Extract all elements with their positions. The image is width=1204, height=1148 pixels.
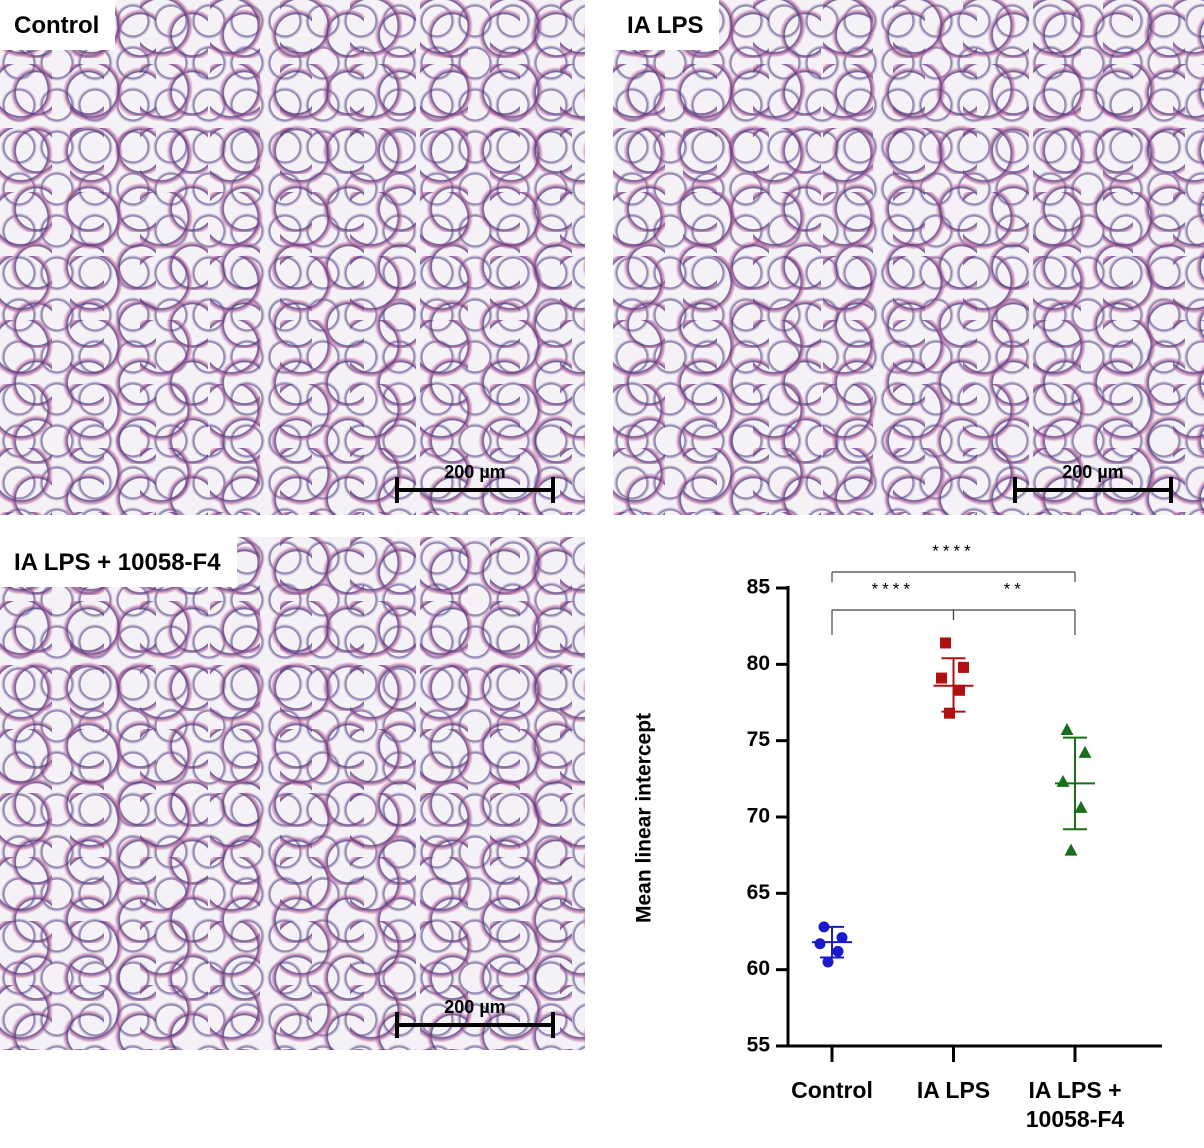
panel-label: Control bbox=[0, 0, 116, 50]
scale-label: 200 µm bbox=[1062, 462, 1124, 482]
micrograph: Control 200 µm bbox=[0, 0, 585, 515]
scale-label: 200 µm bbox=[444, 997, 506, 1017]
significance: ** bbox=[1004, 579, 1025, 598]
point bbox=[936, 672, 947, 684]
scale-bar bbox=[1013, 477, 1173, 503]
point bbox=[1060, 722, 1074, 735]
point bbox=[832, 945, 844, 957]
point bbox=[1056, 774, 1070, 787]
y-axis-label: Mean linear intercept bbox=[633, 713, 656, 923]
point bbox=[1074, 800, 1088, 813]
y-tick-label: 75 bbox=[747, 728, 771, 751]
scale-bar bbox=[395, 477, 555, 503]
y-tick-label: 65 bbox=[747, 881, 771, 904]
point bbox=[954, 684, 965, 696]
y-tick-label: 80 bbox=[747, 652, 770, 675]
point bbox=[822, 956, 834, 968]
significance: **** bbox=[872, 579, 914, 598]
micrograph: IA LPS + 10058-F4 200 µm bbox=[0, 537, 585, 1050]
point bbox=[958, 661, 969, 673]
scale-label: 200 µm bbox=[444, 462, 506, 482]
x-tick-label: Control bbox=[791, 1077, 873, 1103]
scale-bar bbox=[395, 1012, 555, 1038]
y-tick-label: 60 bbox=[747, 957, 770, 980]
point bbox=[1064, 843, 1078, 856]
significance: **** bbox=[932, 541, 974, 560]
y-tick-label: 55 bbox=[747, 1034, 771, 1057]
point bbox=[944, 707, 955, 719]
x-tick-label: IA LPS + 10058-F4 bbox=[1025, 1077, 1125, 1132]
y-tick-label: 85 bbox=[747, 576, 771, 599]
panel-label: IA LPS + 10058-F4 bbox=[0, 537, 237, 587]
micrograph: IA LPS 200 µm bbox=[613, 0, 1204, 515]
point bbox=[940, 637, 951, 649]
point bbox=[836, 932, 848, 944]
point bbox=[818, 921, 830, 933]
x-tick-label: IA LPS bbox=[916, 1077, 991, 1103]
point bbox=[1078, 745, 1092, 758]
panel-label: IA LPS bbox=[613, 0, 720, 50]
point bbox=[814, 938, 826, 950]
y-tick-label: 70 bbox=[747, 805, 770, 828]
